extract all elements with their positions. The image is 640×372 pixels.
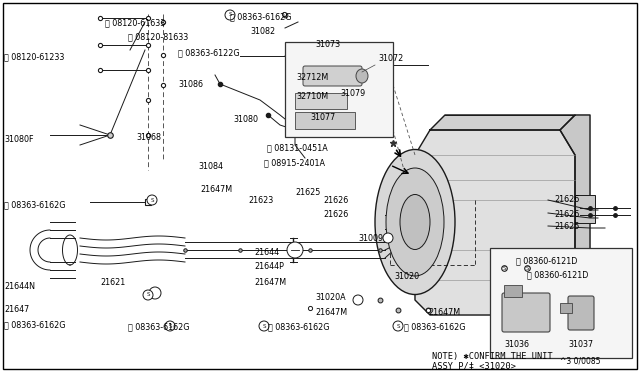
Bar: [295, 112, 355, 129]
Text: Ⓢ 08360-6121D: Ⓢ 08360-6121D: [527, 270, 588, 279]
Circle shape: [287, 242, 303, 258]
Circle shape: [353, 295, 363, 305]
Bar: [504, 285, 522, 297]
Text: Ⓢ 08363-6162G: Ⓢ 08363-6162G: [404, 322, 465, 331]
Text: 21644P: 21644P: [254, 262, 284, 271]
Text: 31036: 31036: [504, 340, 529, 349]
Text: Ⓢ 08363-6122G: Ⓢ 08363-6122G: [178, 48, 239, 57]
Circle shape: [149, 287, 161, 299]
Text: 21647M: 21647M: [254, 278, 286, 287]
Circle shape: [165, 321, 175, 331]
Text: Ⓢ 08363-6162G: Ⓢ 08363-6162G: [4, 200, 65, 209]
Text: 21626: 21626: [323, 196, 348, 205]
Text: ^3 0/0085: ^3 0/0085: [560, 356, 600, 365]
Circle shape: [259, 321, 269, 331]
Text: 31009: 31009: [358, 234, 383, 243]
Text: S: S: [168, 324, 172, 328]
Text: Ⓑ 08120-61633: Ⓑ 08120-61633: [105, 18, 165, 27]
Text: 31072: 31072: [378, 54, 403, 63]
Circle shape: [147, 195, 157, 205]
FancyBboxPatch shape: [502, 293, 550, 332]
Text: Ⓢ 08363-6162G: Ⓢ 08363-6162G: [128, 322, 189, 331]
Text: Ⓢ 08915-2401A: Ⓢ 08915-2401A: [264, 158, 325, 167]
Text: Ⓢ 08363-6162G: Ⓢ 08363-6162G: [4, 320, 65, 329]
Text: S: S: [228, 13, 232, 17]
Text: S: S: [525, 266, 529, 270]
Text: Ⓑ 08131-0451A: Ⓑ 08131-0451A: [267, 143, 328, 152]
Text: Ⓢ 08363-6162G: Ⓢ 08363-6162G: [230, 12, 291, 21]
Text: S: S: [396, 324, 400, 328]
Circle shape: [225, 10, 235, 20]
Text: 31084: 31084: [198, 162, 223, 171]
Text: Ⓢ 08363-6162G: Ⓢ 08363-6162G: [268, 322, 330, 331]
Text: 31073: 31073: [315, 40, 340, 49]
Text: NOTE) ✱CONFIRM THE UNIT
ASSY P/‡ <31020>
FROM THE NAME PLATE: NOTE) ✱CONFIRM THE UNIT ASSY P/‡ <31020>…: [432, 352, 553, 372]
Text: 31068: 31068: [136, 133, 161, 142]
Text: 21647: 21647: [4, 305, 29, 314]
Bar: [490, 248, 632, 358]
Polygon shape: [560, 115, 590, 315]
Text: S: S: [150, 198, 154, 202]
Bar: [560, 303, 572, 313]
Circle shape: [383, 233, 393, 243]
Text: S: S: [147, 292, 150, 298]
Text: 31037: 31037: [568, 340, 593, 349]
Text: 21623: 21623: [248, 196, 273, 205]
Polygon shape: [430, 115, 575, 130]
Text: 21626: 21626: [323, 210, 348, 219]
Text: 21626: 21626: [554, 210, 579, 219]
Ellipse shape: [375, 150, 455, 295]
Text: 21647M: 21647M: [428, 308, 460, 317]
Text: 21647M: 21647M: [315, 308, 347, 317]
Text: 21644N: 21644N: [4, 282, 35, 291]
Text: 21644: 21644: [254, 248, 279, 257]
Text: 32710M: 32710M: [296, 92, 328, 101]
Text: 21625: 21625: [554, 222, 579, 231]
Ellipse shape: [386, 168, 444, 276]
Ellipse shape: [356, 69, 368, 83]
Bar: [285, 42, 393, 137]
Text: 21621: 21621: [100, 278, 125, 287]
Circle shape: [143, 290, 153, 300]
Text: 21647M: 21647M: [200, 185, 232, 194]
Text: 32712M: 32712M: [296, 73, 328, 82]
Text: S: S: [502, 266, 506, 270]
Text: 31080F: 31080F: [4, 135, 33, 144]
Text: 31086: 31086: [178, 80, 203, 89]
Circle shape: [393, 321, 403, 331]
Text: 21626: 21626: [554, 195, 579, 204]
Text: 31077: 31077: [310, 113, 335, 122]
Text: 31020: 31020: [394, 272, 419, 281]
Text: Ⓑ 08120-81633: Ⓑ 08120-81633: [128, 32, 188, 41]
Text: Ⓢ 08360-6121D: Ⓢ 08360-6121D: [516, 256, 577, 265]
FancyBboxPatch shape: [568, 296, 594, 330]
Text: 31079: 31079: [340, 89, 365, 98]
FancyBboxPatch shape: [303, 66, 362, 86]
Text: 31082: 31082: [250, 27, 275, 36]
Polygon shape: [415, 130, 575, 315]
Bar: [575, 195, 595, 223]
Bar: [295, 93, 347, 109]
Text: Ⓑ 08120-61233: Ⓑ 08120-61233: [4, 52, 65, 61]
Text: 31020A: 31020A: [315, 293, 346, 302]
Text: 21625: 21625: [295, 188, 321, 197]
Text: S: S: [262, 324, 266, 328]
Ellipse shape: [400, 195, 430, 250]
Text: 31080: 31080: [233, 115, 258, 124]
